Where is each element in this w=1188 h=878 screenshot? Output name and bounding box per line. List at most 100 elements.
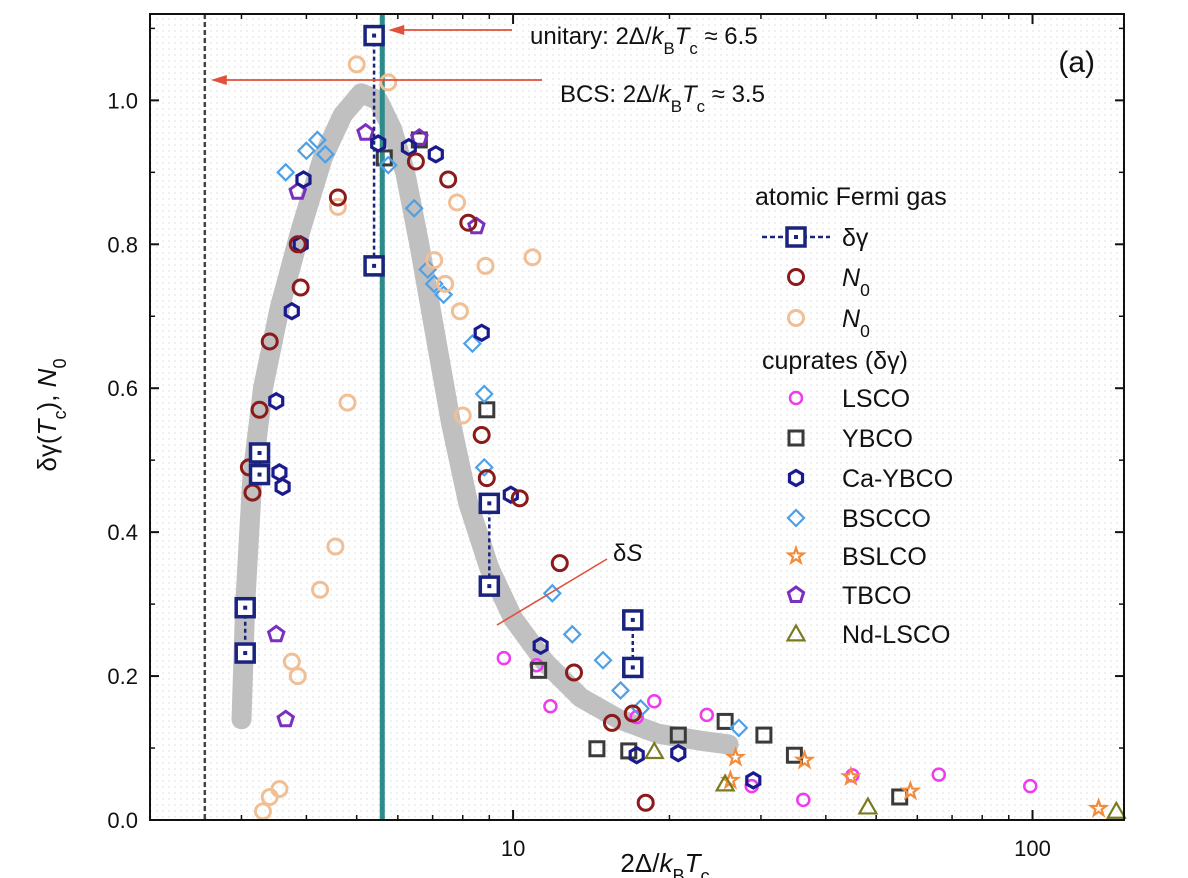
data-point — [562, 624, 582, 644]
data-point — [628, 745, 645, 765]
legend-marker — [787, 309, 805, 327]
bcs-label: BCS: 2Δ/kBTc ≈ 3.5 — [560, 81, 765, 116]
diamond-outline — [404, 198, 424, 218]
guide-curve-dS — [231, 83, 739, 755]
hexagon-outline — [295, 170, 312, 189]
hexagon-outline — [427, 144, 444, 164]
data-point — [474, 457, 494, 477]
circle-outline — [647, 694, 662, 709]
triangle-outline — [643, 740, 665, 760]
series-n0-dark- — [239, 152, 655, 812]
pentagon-outline — [276, 709, 296, 728]
data-point — [283, 301, 300, 321]
y-tick-label: 0.4 — [107, 520, 138, 545]
data-point — [602, 713, 621, 732]
square-center — [630, 617, 635, 622]
data-point — [530, 661, 548, 679]
data-point — [356, 122, 375, 141]
pentagon-outline — [786, 585, 806, 603]
series-ybco — [375, 131, 909, 806]
data-point — [622, 656, 644, 679]
diamond-outline — [729, 718, 749, 738]
data-point — [473, 323, 490, 343]
legend-label: TBCO — [842, 582, 911, 610]
hexagon-outline — [670, 743, 687, 763]
data-point — [532, 636, 549, 656]
legend-marker — [786, 508, 806, 528]
circle-outline — [260, 332, 279, 351]
legend-item-lsco: LSCO — [788, 385, 910, 413]
circle-outline — [787, 268, 805, 286]
diamond-outline — [542, 583, 562, 603]
data-point — [478, 575, 501, 597]
square-outline — [716, 712, 734, 730]
circle-outline — [338, 393, 357, 412]
data-point — [448, 193, 467, 212]
data-point — [253, 802, 272, 821]
star-outline — [899, 779, 922, 801]
data-point — [476, 256, 495, 275]
data-point — [409, 127, 429, 146]
diamond-outline — [593, 650, 613, 670]
data-point — [636, 793, 655, 812]
data-point — [477, 469, 496, 488]
panel-label: (a) — [1058, 46, 1095, 79]
data-point — [610, 680, 631, 701]
data-point — [282, 652, 301, 671]
data-point — [793, 748, 816, 770]
data-point — [347, 55, 366, 74]
data-point — [266, 624, 286, 643]
data-point — [467, 216, 486, 235]
data-point — [268, 391, 285, 411]
legend-item-ybco: YBCO — [787, 425, 913, 453]
circle-outline — [450, 302, 469, 321]
circle-outline — [788, 390, 804, 406]
legend-label: δγ — [842, 224, 869, 252]
data-point — [404, 198, 424, 218]
data-point — [699, 707, 715, 723]
triangle-outline — [714, 773, 736, 792]
diamond-outline — [462, 334, 482, 354]
circle-outline — [328, 188, 347, 207]
diamond-outline — [307, 130, 327, 150]
legend-marker — [787, 468, 805, 488]
data-point — [296, 141, 316, 161]
circle-outline — [448, 193, 467, 212]
series-nd-lsco — [643, 740, 1127, 819]
data-point — [370, 134, 387, 153]
data-point — [510, 489, 529, 508]
data-point — [462, 334, 482, 354]
diamond-outline — [474, 457, 494, 477]
square-center — [487, 501, 492, 506]
data-point — [328, 188, 347, 207]
unitary-label: unitary: 2Δ/kBTc ≈ 6.5 — [530, 23, 758, 58]
data-point — [453, 406, 472, 425]
data-point — [363, 24, 385, 47]
legend-marker — [787, 429, 805, 447]
legend-marker — [786, 585, 806, 603]
y-tick-label: 0.6 — [107, 376, 138, 401]
data-point — [328, 197, 347, 216]
data-point — [724, 746, 747, 767]
diamond-outline — [276, 162, 296, 182]
data-point — [270, 780, 289, 799]
data-point — [542, 583, 562, 603]
legend-label: N0 — [842, 305, 870, 341]
data-point — [459, 213, 478, 232]
data-point — [276, 162, 296, 182]
square-center — [243, 651, 248, 656]
data-point — [427, 144, 444, 164]
data-point — [669, 726, 687, 744]
pentagon-outline — [409, 127, 429, 146]
data-point — [931, 767, 947, 782]
star-outline — [793, 748, 816, 770]
data-point — [496, 650, 512, 666]
circle-outline — [282, 652, 301, 671]
data-point — [274, 477, 291, 497]
legend-marker — [785, 623, 807, 642]
legend-marker — [785, 226, 807, 248]
y-axis-title: δγ(Tc), N0 — [32, 358, 70, 471]
data-point — [288, 667, 307, 686]
legend-item-ca-ybco: Ca-YBCO — [787, 465, 953, 493]
circle-outline — [270, 780, 289, 799]
